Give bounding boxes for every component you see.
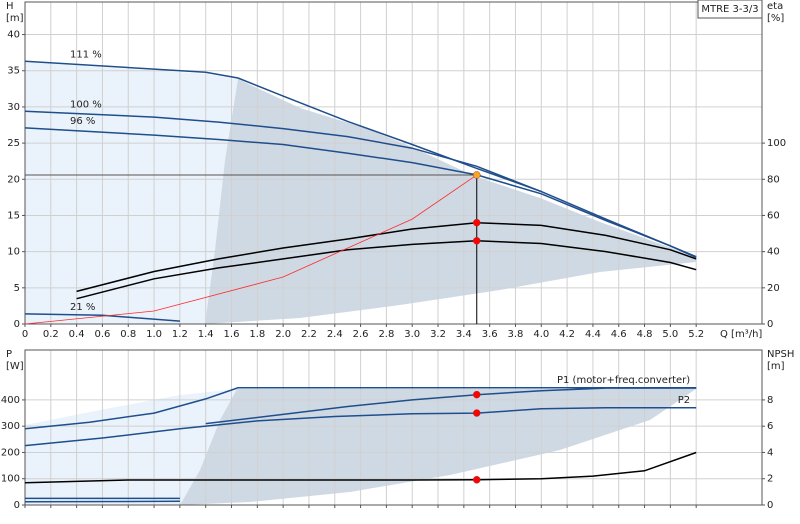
x-tick-label: 3.2	[430, 329, 446, 340]
x-tick-label: 2.4	[327, 329, 343, 340]
title-box	[697, 0, 763, 19]
y2-tick-label: 6	[767, 421, 773, 432]
y2-tick-label: 2	[767, 474, 773, 485]
operating-point	[473, 218, 481, 227]
chart-title: MTRE 3-3/3	[701, 4, 758, 15]
x-tick-label: 4.0	[533, 329, 549, 340]
plot-frame	[24, 349, 763, 506]
curve-label: 100 %	[70, 99, 102, 110]
x-tick-label: 2.6	[353, 329, 369, 340]
y-tick-label: 400	[1, 395, 20, 406]
x-tick-label: 5.2	[688, 329, 704, 340]
y-tick-label: 100	[1, 474, 20, 485]
y2-tick-label: 20	[767, 283, 780, 294]
y2-tick-label: 60	[767, 210, 780, 221]
curve	[24, 313, 180, 322]
x-tick-label: 5.0	[662, 329, 678, 340]
y-tick-label: 10	[7, 247, 20, 258]
x-tick-label: 1.2	[172, 329, 188, 340]
x-tick-label: 1.8	[249, 329, 265, 340]
y2-axis-label: NPSH	[767, 349, 794, 360]
x-tick-label: 0.8	[120, 329, 136, 340]
curve-label: 96 %	[70, 116, 95, 127]
x-tick-label: 3.8	[508, 329, 524, 340]
x-tick-label: 4.6	[611, 329, 627, 340]
x-tick-label: 0.2	[43, 329, 59, 340]
x-tick-label: 0.6	[94, 329, 110, 340]
curve	[24, 60, 697, 258]
x-tick-label: 1.6	[224, 329, 240, 340]
y-tick-label: 0	[14, 319, 20, 330]
y-tick-label: 15	[7, 210, 20, 221]
operating-point	[473, 390, 481, 399]
x-tick-label: 2.8	[378, 329, 394, 340]
y-tick-label: 0	[14, 500, 20, 511]
curve	[24, 387, 697, 430]
curve	[24, 407, 697, 447]
plot-frame	[24, 1, 763, 325]
y-axis-label: H	[6, 1, 14, 12]
y-tick-label: 200	[1, 447, 20, 458]
x-tick-label: 2.2	[301, 329, 317, 340]
y2-axis-unit: [m]	[767, 361, 785, 372]
x-tick-label: 4.4	[585, 329, 601, 340]
operating-point	[473, 171, 481, 179]
y-tick-label: 30	[7, 102, 20, 113]
x-tick-label: 1.4	[198, 329, 214, 340]
y2-tick-label: 100	[767, 138, 786, 149]
y2-tick-label: 40	[767, 247, 780, 258]
x-axis-label: Q [m³/h]	[720, 329, 762, 340]
x-tick-label: 3.4	[456, 329, 472, 340]
x-tick-label: 4.8	[637, 329, 653, 340]
operating-point	[473, 409, 481, 417]
y-tick-label: 25	[7, 138, 20, 149]
y2-tick-label: 8	[767, 395, 773, 406]
y-tick-label: 20	[7, 174, 20, 185]
y-tick-label: 300	[1, 421, 20, 432]
y-axis-unit: [W]	[6, 361, 24, 372]
operating-point	[473, 237, 481, 245]
x-tick-label: 1.0	[146, 329, 162, 340]
curve-label: P1 (motor+freq.converter)	[557, 375, 690, 386]
y-tick-label: 40	[7, 30, 20, 41]
y2-tick-label: 0	[767, 319, 773, 330]
y2-tick-label: 4	[767, 447, 773, 458]
curve	[24, 500, 180, 503]
x-tick-label: 2.0	[275, 329, 291, 340]
x-tick-label: 3.6	[482, 329, 498, 340]
curve	[76, 240, 697, 300]
extended-range	[25, 62, 238, 324]
y-tick-label: 5	[14, 283, 20, 294]
y2-axis-unit: [%]	[767, 13, 784, 24]
y-axis-label: P	[6, 349, 12, 360]
curve	[24, 174, 478, 325]
plot-layer: 0 0.2 0.4 0.6 0.8 1.0 1.2 1.4 1.6 1.8 2.0 2.2 2.4 2.6…	[1, 1, 794, 511]
y2-axis-label: eta	[767, 1, 783, 12]
y2-tick-label: 0	[767, 500, 773, 511]
x-tick-label: 3.0	[404, 329, 420, 340]
curve-label: P2	[678, 395, 690, 406]
x-tick-label: 0.4	[69, 329, 85, 340]
curve	[24, 127, 697, 259]
curve	[76, 221, 697, 293]
y2-tick-label: 80	[767, 174, 780, 185]
curve	[205, 387, 697, 425]
extended-range	[25, 389, 237, 505]
operating-point	[473, 476, 481, 484]
y-tick-label: 35	[7, 66, 20, 77]
curve-label: 21 %	[70, 302, 95, 313]
curve	[24, 110, 542, 193]
y-axis-unit: [m]	[6, 13, 24, 24]
curve-label: 111 %	[70, 49, 102, 60]
operating-range	[205, 79, 696, 324]
x-tick-label: 4.2	[559, 329, 575, 340]
x-tick-label: 0	[22, 329, 28, 340]
